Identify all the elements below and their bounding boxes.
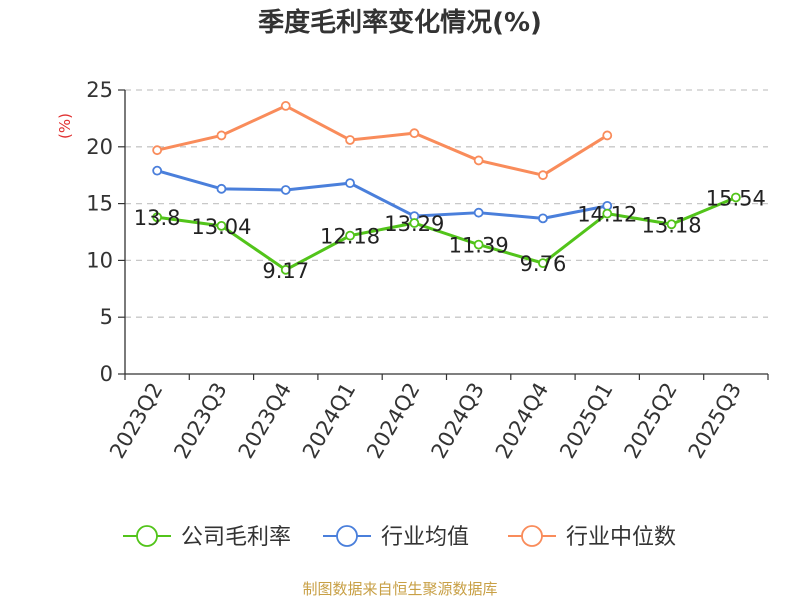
data-label: 12.18	[320, 225, 380, 249]
series-line-2	[156, 104, 609, 177]
data-point	[280, 185, 291, 195]
data-label: 13.8	[134, 206, 181, 230]
legend-marker	[336, 525, 358, 547]
data-label: 13.18	[641, 213, 701, 237]
x-tick-label: 2025Q1	[555, 379, 617, 463]
data-point	[602, 130, 613, 141]
x-tick-label: 2024Q4	[491, 379, 553, 463]
y-axis-label: (%)	[56, 113, 74, 139]
data-point	[216, 130, 227, 141]
data-point	[538, 213, 548, 224]
data-point	[602, 208, 613, 219]
series-line-1	[156, 169, 608, 220]
series-line-0	[156, 196, 737, 272]
x-tick-label: 2023Q4	[234, 379, 296, 463]
x-tick-label: 2023Q2	[105, 379, 167, 463]
grid-lines	[125, 89, 768, 318]
legend-marker	[136, 525, 158, 547]
data-point	[280, 101, 291, 111]
x-tick-label: 2024Q2	[362, 379, 424, 463]
x-tick-label: 2025Q3	[684, 379, 746, 463]
x-tick-label: 2025Q2	[619, 379, 681, 463]
data-point	[152, 145, 163, 156]
data-label: 14.12	[577, 203, 637, 227]
data-point	[216, 183, 227, 194]
data-label: 9.76	[520, 252, 567, 276]
chart-title: 季度毛利率变化情况(%)	[258, 8, 542, 38]
x-tick-label: 2023Q3	[169, 379, 231, 463]
data-point	[345, 178, 355, 189]
data-point	[473, 155, 484, 166]
data-point	[538, 170, 548, 181]
data-point	[216, 220, 227, 231]
data-label: 13.04	[191, 215, 251, 239]
legend-label: 行业中位数	[566, 525, 676, 550]
data-point	[473, 239, 484, 250]
data-label: 13.29	[384, 212, 444, 236]
y-tick-label: 5	[100, 305, 113, 329]
series-lines	[152, 101, 741, 275]
data-point	[538, 258, 548, 269]
legend-item-2: 行业中位数	[508, 525, 676, 550]
data-point	[152, 212, 163, 223]
data-point	[345, 135, 355, 145]
y-tick-label: 0	[100, 362, 113, 386]
x-tick-label: 2024Q3	[427, 379, 489, 463]
data-point	[730, 192, 741, 203]
data-label: 11.39	[449, 234, 509, 258]
data-point	[280, 264, 291, 275]
source-note: 制图数据来自恒生聚源数据库	[302, 580, 498, 598]
data-label: 9.17	[262, 259, 309, 283]
x-tick-label: 2024Q1	[298, 379, 360, 463]
legend: 公司毛利率 行业均值 行业中位数	[123, 525, 676, 550]
legend-item-1: 行业均值	[323, 525, 469, 550]
y-tick-label: 25	[86, 78, 113, 102]
y-tick-label: 15	[86, 192, 113, 216]
data-point	[152, 165, 163, 176]
data-point	[345, 230, 355, 241]
legend-label: 公司毛利率	[181, 525, 291, 550]
data-point	[409, 218, 420, 228]
data-point	[666, 219, 677, 230]
legend-label: 行业均值	[381, 525, 469, 550]
y-tick-label: 20	[86, 135, 113, 159]
legend-marker	[521, 525, 543, 547]
y-tick-label: 10	[86, 248, 113, 272]
data-label: 15.54	[706, 186, 766, 210]
data-point	[473, 207, 484, 218]
data-point	[409, 128, 420, 139]
legend-item-0: 公司毛利率	[123, 525, 291, 550]
